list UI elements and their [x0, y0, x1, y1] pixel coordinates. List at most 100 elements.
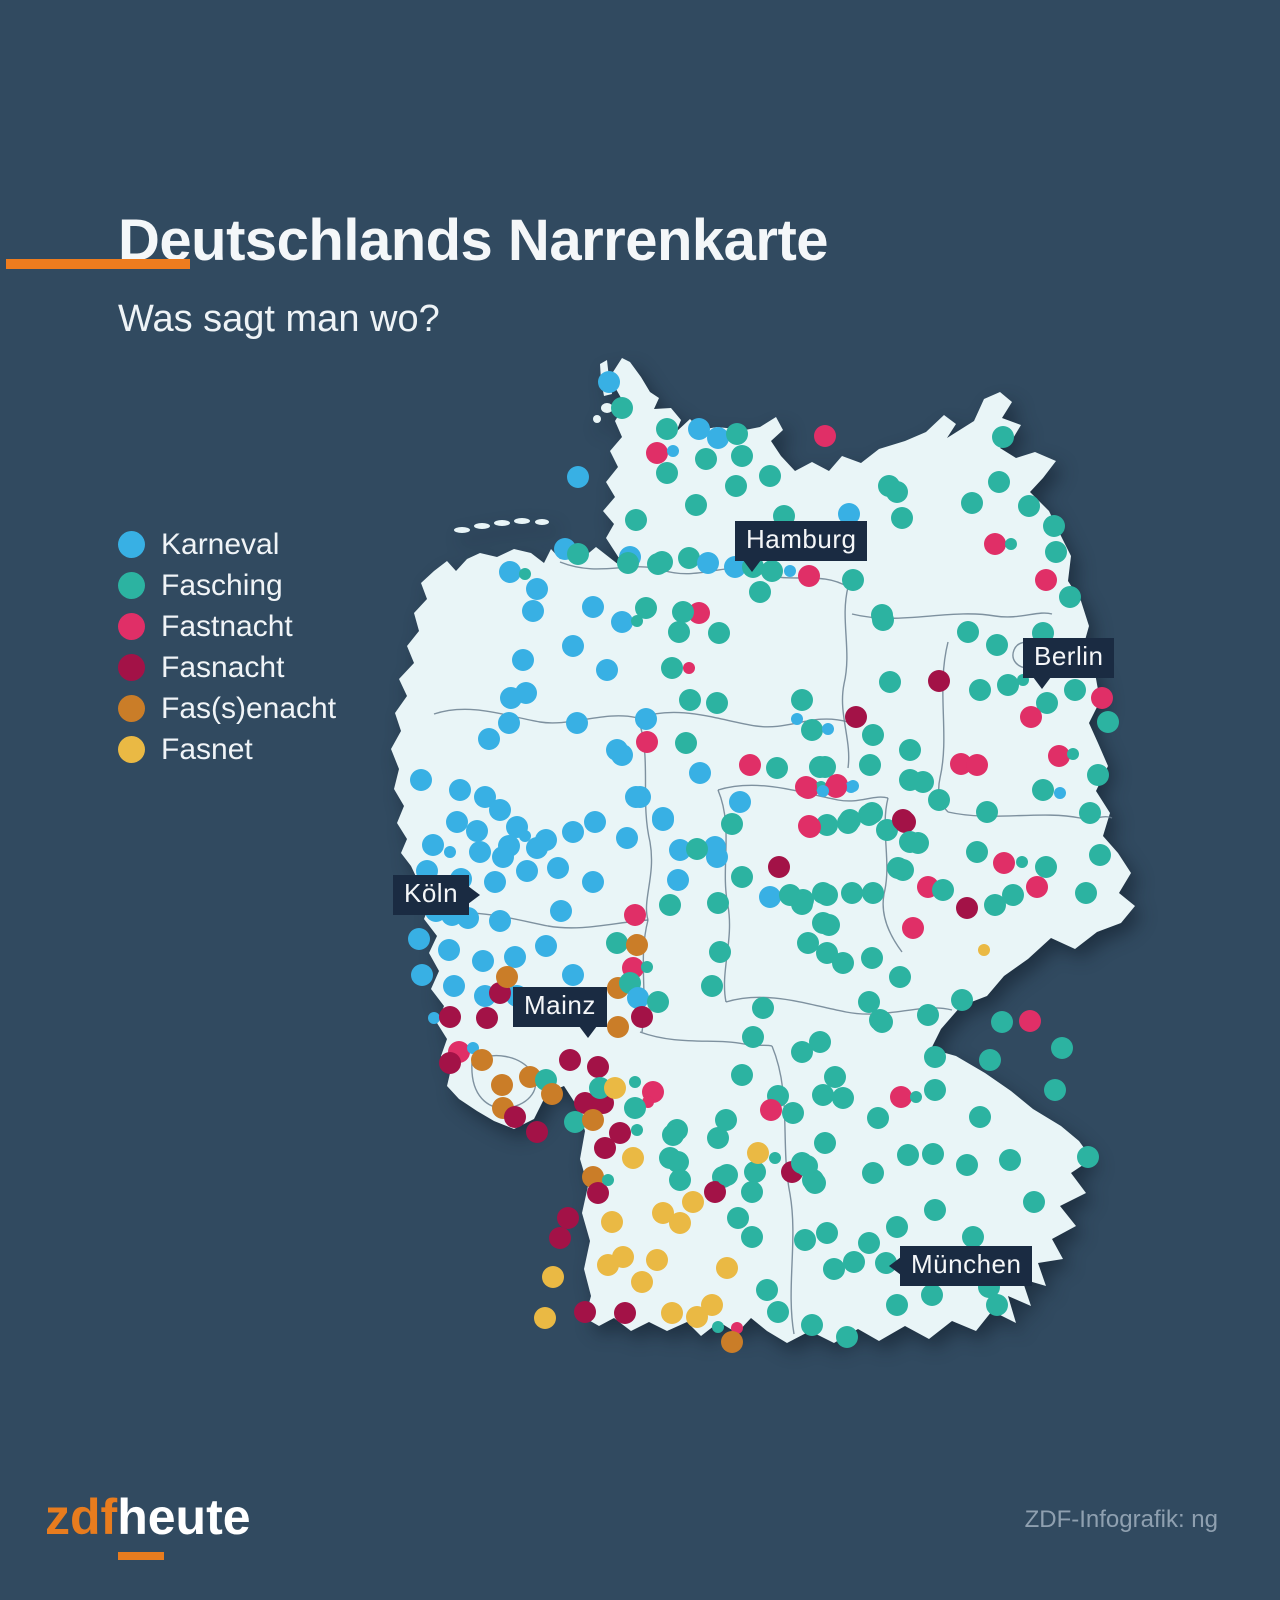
dialect-dot [1023, 1191, 1045, 1213]
dialect-dot [727, 1207, 749, 1229]
dialect-dot [1020, 706, 1042, 728]
dialect-dot [438, 939, 460, 961]
dialect-dot [656, 418, 678, 440]
dialect-dot [725, 475, 747, 497]
city-label-pointer [1033, 677, 1051, 689]
dialect-dot [631, 1006, 653, 1028]
dialect-dot [984, 533, 1006, 555]
dialect-dot [988, 471, 1010, 493]
dialect-dot [624, 904, 646, 926]
city-label-text: Berlin [1034, 641, 1104, 671]
dialect-dot [999, 1149, 1021, 1171]
dialect-dot [647, 553, 669, 575]
dialect-dot [858, 804, 880, 826]
dialect-dot [744, 1161, 766, 1183]
dialect-dot [798, 815, 820, 837]
dialect-dot [478, 728, 500, 750]
dialect-dot [892, 809, 914, 831]
dialect-dot [562, 635, 584, 657]
dialect-dot [443, 975, 465, 997]
dialect-dot [823, 1258, 845, 1280]
dialect-dot [512, 649, 534, 671]
legend-item-karneval: Karneval [118, 528, 336, 561]
dialect-dot [449, 779, 471, 801]
dialect-dot [1089, 844, 1111, 866]
dialect-dot [661, 1302, 683, 1324]
dialect-dot [932, 879, 954, 901]
dialect-dot [867, 1107, 889, 1129]
dialect-dot [584, 811, 606, 833]
dialect-dot [922, 1143, 944, 1165]
dialect-dot [798, 565, 820, 587]
dialect-dot [845, 706, 867, 728]
dialect-dot [498, 712, 520, 734]
dialect-dot [622, 1147, 644, 1169]
dialect-dot [701, 1294, 723, 1316]
dialect-dot [890, 1086, 912, 1108]
dialect-dot [678, 547, 700, 569]
dialect-dot [574, 1092, 596, 1114]
dialect-dot [1067, 748, 1079, 760]
dialect-dot [446, 811, 468, 833]
island-frisian-5 [535, 519, 549, 525]
logo-zdf: zdf [45, 1489, 118, 1545]
legend-label: Fastnacht [161, 609, 293, 643]
dialect-dot [606, 932, 628, 954]
dialect-dot [782, 1102, 804, 1124]
island-frisian-4 [514, 518, 530, 524]
dialect-dot [879, 671, 901, 693]
legend-dot-icon [118, 613, 145, 640]
dialect-dot [838, 503, 860, 525]
dialect-dot [862, 1162, 884, 1184]
dialect-dot [616, 827, 638, 849]
city-label-kln: Köln [393, 875, 481, 915]
dialect-dot [466, 820, 488, 842]
dialect-dot [566, 712, 588, 734]
dialect-dot [601, 1211, 623, 1233]
dialect-dot [646, 1249, 668, 1271]
dialect-dot [474, 786, 496, 808]
dialect-dot [410, 769, 432, 791]
dialect-dot [439, 1052, 461, 1074]
dialect-dot [924, 1079, 946, 1101]
dialect-dot [749, 581, 771, 603]
dialect-dot [796, 1155, 818, 1177]
dialect-dot [661, 657, 683, 679]
logo-heute: heute [117, 1489, 251, 1545]
dialect-dot [766, 757, 788, 779]
dialect-dot [557, 1207, 579, 1229]
dialect-dot [1054, 787, 1066, 799]
dialect-dot [872, 609, 894, 631]
dialect-dot [862, 882, 884, 904]
city-label-hamburg: Hamburg [735, 521, 868, 572]
dialect-dot [715, 1109, 737, 1131]
legend-label: Fasnacht [161, 650, 285, 684]
dialect-dot [997, 674, 1019, 696]
dialect-dot [801, 719, 823, 741]
dialect-dot [500, 687, 522, 709]
dialect-dot [956, 897, 978, 919]
dialect-dot [701, 975, 723, 997]
dialect-dot [928, 789, 950, 811]
dialect-dot [861, 947, 883, 969]
island-amrum [593, 415, 601, 423]
legend-dot-icon [118, 736, 145, 763]
dialect-dot [712, 1321, 724, 1333]
dialect-dot [489, 799, 511, 821]
dialect-dot [675, 732, 697, 754]
dialect-dot [594, 1137, 616, 1159]
dialect-dot [741, 1226, 763, 1248]
dialect-dot [1016, 856, 1028, 868]
dialect-dot [542, 1266, 564, 1288]
city-label-text: Köln [404, 878, 459, 908]
dialect-dot [731, 866, 753, 888]
dialect-dot [907, 832, 929, 854]
dialect-dot [1002, 884, 1024, 906]
dialect-dot [816, 1222, 838, 1244]
city-label-text: Mainz [524, 990, 596, 1020]
dialect-dot [564, 1111, 586, 1133]
dialect-dot [956, 1154, 978, 1176]
dialect-dot [559, 1049, 581, 1071]
dialect-dot [646, 442, 668, 464]
dialect-dot [686, 1306, 708, 1328]
